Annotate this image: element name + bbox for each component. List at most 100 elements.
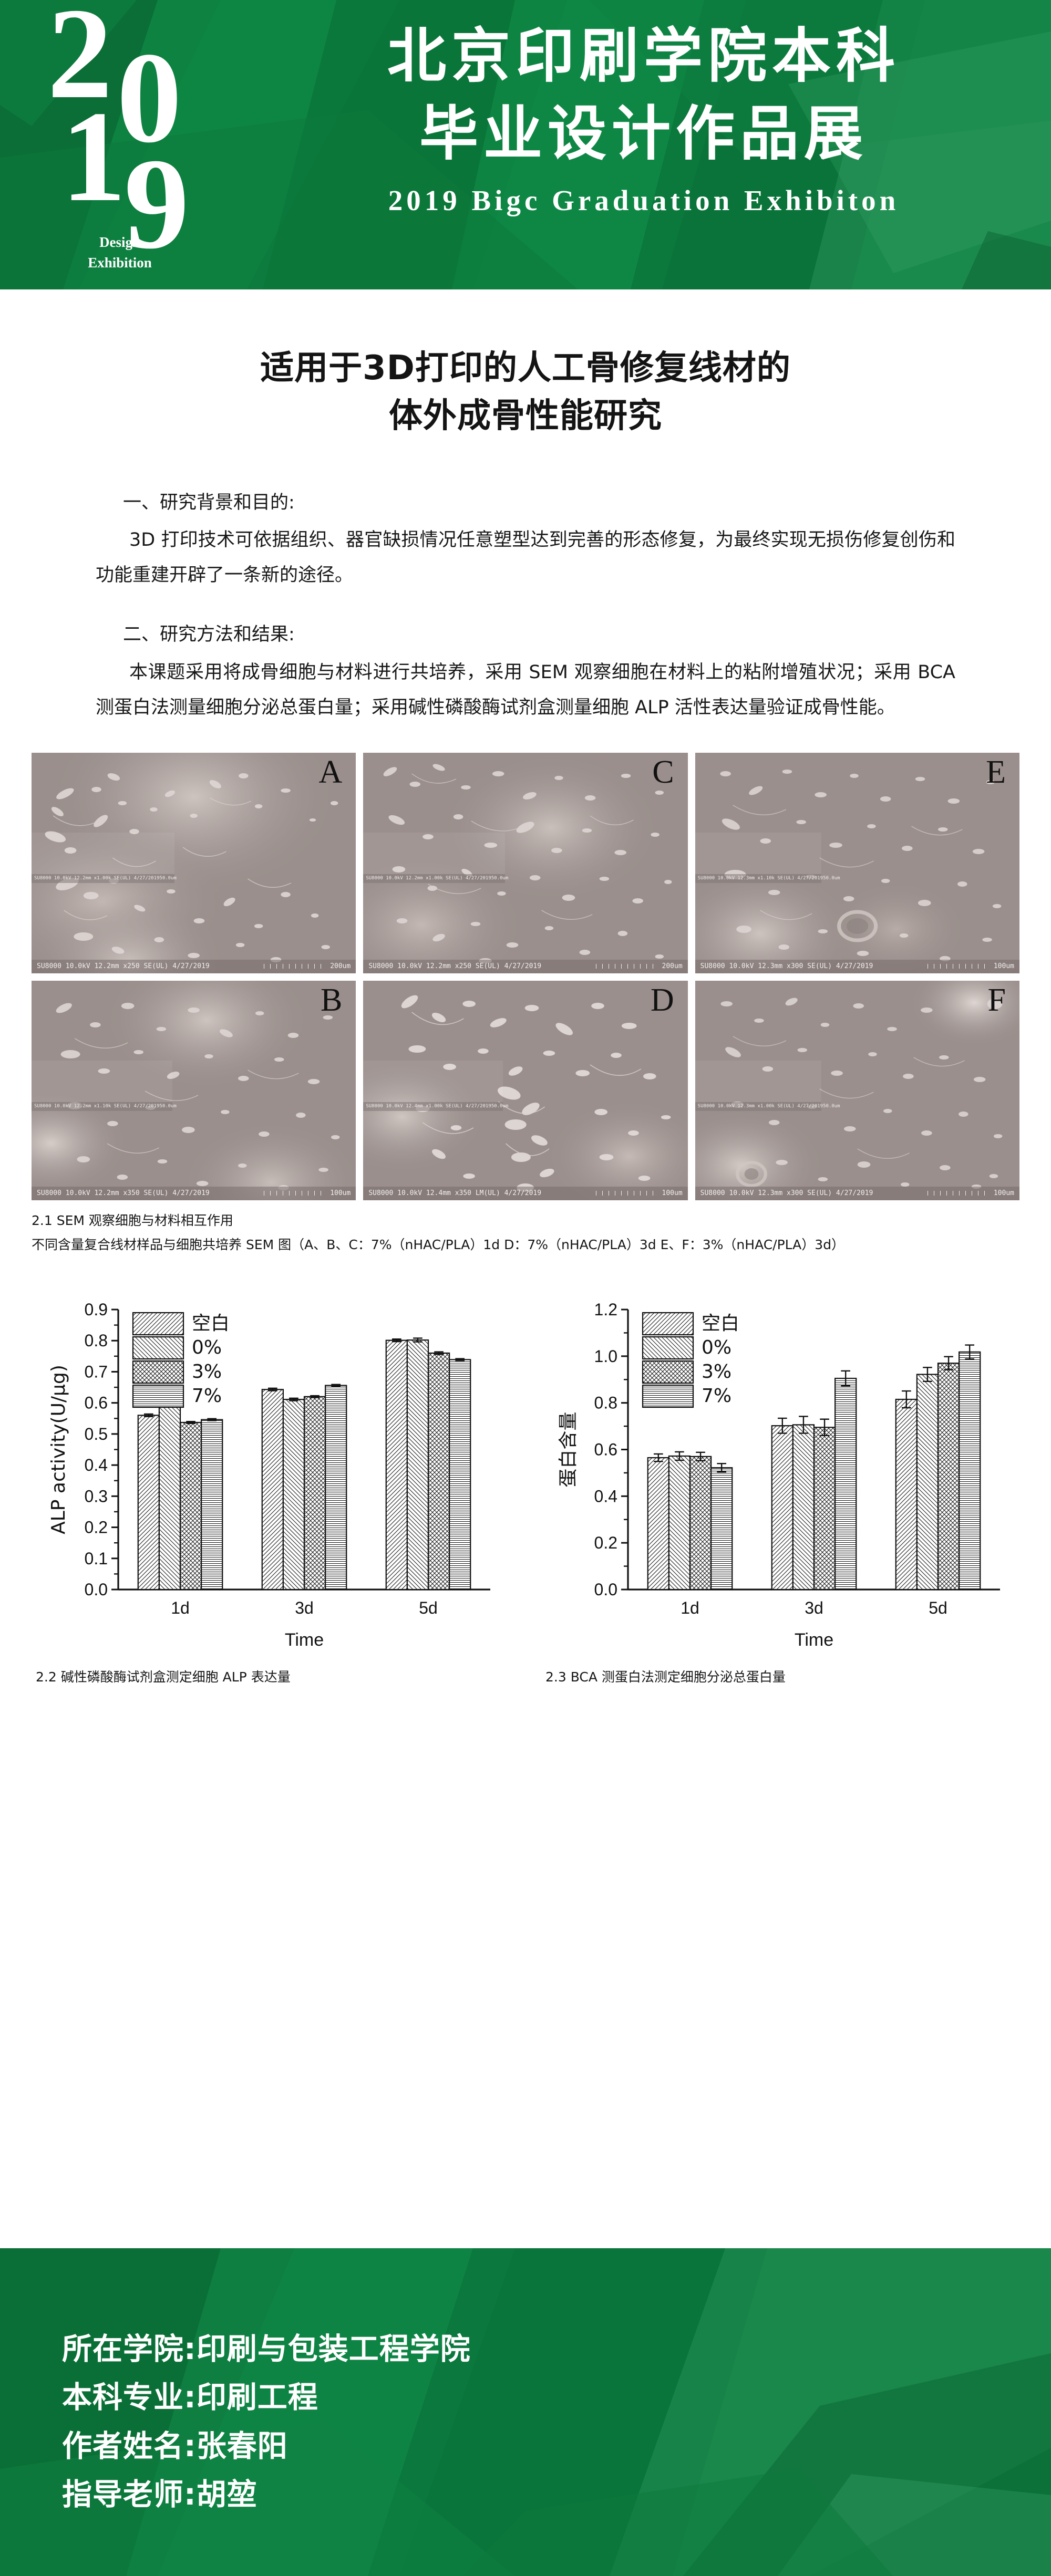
sem-ticks-b bbox=[264, 1191, 327, 1196]
poster-title-line1: 适用于3D打印的人工骨修复线材的 bbox=[260, 349, 791, 388]
sem-infobar-f: SU8000 10.0kV 12.3mm x300 SE(UL) 4/27/20… bbox=[695, 1186, 1019, 1200]
poster-title: 适用于3D打印的人工骨修复线材的 体外成骨性能研究 bbox=[105, 345, 946, 440]
sem-inset-d: SU8000 10.0kV 12.4mm x1.00k SE(UL) 4/27/… bbox=[363, 1060, 508, 1111]
chart-alp-column: 0.0 0.1 0.2 0.3 0.4 0.5 0.6 0.7 0.8 0.9 1d 3d 5d Time… bbox=[32, 1287, 510, 1686]
svg-text:空白: 空白 bbox=[702, 1313, 739, 1334]
year-digits: 2 0 1 9 bbox=[45, 0, 203, 269]
header-facet-pattern bbox=[0, 0, 1051, 289]
sem-info-right-f: 100um bbox=[993, 1189, 1014, 1198]
sem-info-right-c: 200um bbox=[662, 962, 683, 971]
svg-text:0.2: 0.2 bbox=[594, 1534, 617, 1553]
header-title-english: 2019 Bigc Graduation Exhibiton bbox=[388, 184, 900, 216]
svg-text:5d: 5d bbox=[929, 1598, 947, 1617]
svg-text:3%: 3% bbox=[192, 1361, 222, 1383]
section-1-heading: 一、研究背景和目的: bbox=[123, 492, 295, 513]
sem-ticks-d bbox=[595, 1191, 659, 1196]
svg-text:3d: 3d bbox=[805, 1598, 823, 1617]
sem-scalebar-d: 100um bbox=[595, 1189, 683, 1198]
chart-bca-column: 0.0 0.2 0.4 0.6 0.8 1.0 1.2 1d 3d 5d Time 蛋白含量 空白 0% 3… bbox=[541, 1287, 1019, 1686]
svg-text:3d: 3d bbox=[295, 1598, 314, 1617]
section-2-paragraph: 本课题采用将成骨细胞与材料进行共培养，采用 SEM 观察细胞在材料上的粘附增殖状… bbox=[96, 661, 955, 718]
sem-panel-d: SU8000 10.0kV 12.4mm x1.00k SE(UL) 4/27/… bbox=[363, 980, 688, 1200]
chart-bca-caption: 2.3 BCA 测蛋白法测定细胞分泌总蛋白量 bbox=[545, 1669, 786, 1685]
sem-inset-infobar-d: SU8000 10.0kV 12.4mm x1.00k SE(UL) 4/27/… bbox=[363, 1102, 508, 1111]
poster-footer-band: 所在学院:印刷与包装工程学院 本科专业:印刷工程 作者姓名:张春阳 指导老师:胡… bbox=[0, 2248, 1051, 2576]
svg-text:0.8: 0.8 bbox=[594, 1394, 617, 1412]
svg-text:0%: 0% bbox=[192, 1337, 222, 1358]
sem-row-bottom: SU8000 10.0kV 12.2mm x1.10k SE(UL) 4/27/… bbox=[32, 980, 1019, 1200]
exhibition-label: Exhibition bbox=[88, 255, 152, 271]
chart-bca-protein: 0.0 0.2 0.4 0.6 0.8 1.0 1.2 1d 3d 5d Time 蛋白含量 空白 0% 3… bbox=[541, 1287, 1019, 1655]
sem-inset-info-left-a: SU8000 10.0kV 12.2mm x1.00k SE(UL) 4/27/… bbox=[34, 876, 160, 881]
svg-text:0.5: 0.5 bbox=[85, 1425, 108, 1443]
sem-panel-f: SU8000 10.0kV 12.3mm x1.00k SE(UL) 4/27/… bbox=[695, 980, 1019, 1200]
sem-micrograph-c bbox=[363, 752, 688, 973]
svg-text:0.3: 0.3 bbox=[85, 1487, 108, 1506]
sem-info-right-a: 200um bbox=[330, 962, 351, 971]
charts-row: 0.0 0.1 0.2 0.3 0.4 0.5 0.6 0.7 0.8 0.9 1d 3d 5d Time… bbox=[32, 1287, 1019, 1686]
section-background: 一、研究背景和目的: 3D 打印技术可依据组织、器官缺损情况任意塑型达到完善的形… bbox=[96, 485, 955, 594]
sem-scalebar-e: 100um bbox=[927, 962, 1014, 970]
sem-scalebar-b: 100um bbox=[264, 1189, 351, 1197]
sem-inset-info-right-e: 50.0um bbox=[823, 876, 840, 881]
design-exhibition-label: Design Exhibition bbox=[57, 232, 183, 273]
sem-inset-info-left-b: SU8000 10.0kV 12.2mm x1.10k SE(UL) 4/27/… bbox=[34, 1104, 160, 1109]
sem-infobar-e: SU8000 10.0kV 12.3mm x300 SE(UL) 4/27/20… bbox=[695, 959, 1019, 973]
sem-inset-f: SU8000 10.0kV 12.3mm x1.00k SE(UL) 4/27/… bbox=[695, 1060, 840, 1111]
sem-ticks-a bbox=[264, 964, 327, 969]
design-label: Design bbox=[99, 234, 140, 250]
sem-micrograph-f bbox=[695, 980, 1019, 1200]
sem-inset-info-left-c: SU8000 10.0kV 12.2mm x1.00k SE(UL) 4/27/… bbox=[366, 876, 491, 881]
sem-inset-e: SU8000 10.0kV 12.3mm x1.10k SE(UL) 4/27/… bbox=[695, 832, 840, 883]
sem-inset-info-left-d: SU8000 10.0kV 12.4mm x1.00k SE(UL) 4/27/… bbox=[366, 1104, 491, 1109]
sem-inset-info-right-f: 50.0um bbox=[823, 1104, 840, 1109]
footer-author: 作者姓名:张春阳 bbox=[62, 2428, 288, 2464]
section-1-paragraph: 3D 打印技术可依据组织、器官缺损情况任意塑型达到完善的形态修复，为最终实现无损… bbox=[96, 529, 955, 586]
poster-content-sheet: 适用于3D打印的人工骨修复线材的 体外成骨性能研究 一、研究背景和目的: 3D … bbox=[0, 289, 1051, 2248]
sem-micrograph-a bbox=[32, 752, 356, 973]
sem-panel-e: SU8000 10.0kV 12.3mm x1.10k SE(UL) 4/27/… bbox=[695, 752, 1019, 973]
sem-info-right-d: 100um bbox=[662, 1189, 683, 1198]
header-title-group: 北京印刷学院本科 毕业设计作品展 2019 Bigc Graduation Ex… bbox=[294, 18, 993, 216]
svg-text:空白: 空白 bbox=[192, 1313, 230, 1334]
sem-info-right-b: 100um bbox=[330, 1189, 351, 1198]
sem-panel-c: SU8000 10.0kV 12.2mm x1.00k SE(UL) 4/27/… bbox=[363, 752, 688, 973]
sem-inset-info-right-c: 50.0um bbox=[491, 876, 509, 881]
sem-inset-infobar-e: SU8000 10.0kV 12.3mm x1.10k SE(UL) 4/27/… bbox=[695, 874, 840, 883]
svg-text:蛋白含量: 蛋白含量 bbox=[558, 1412, 579, 1488]
sem-ticks-c bbox=[595, 964, 659, 969]
svg-text:0.0: 0.0 bbox=[85, 1580, 108, 1599]
sem-panel-letter-b: B bbox=[320, 982, 343, 1018]
sem-scalebar-c: 200um bbox=[595, 962, 683, 971]
svg-text:0.2: 0.2 bbox=[85, 1518, 108, 1537]
sem-panel-letter-d: D bbox=[650, 982, 674, 1018]
sem-inset-infobar-c: SU8000 10.0kV 12.2mm x1.00k SE(UL) 4/27/… bbox=[363, 874, 508, 883]
sem-caption-line1: 2.1 SEM 观察细胞与材料相互作用 bbox=[32, 1212, 233, 1228]
author-info-block: 所在学院:印刷与包装工程学院 本科专业:印刷工程 作者姓名:张春阳 指导老师:胡… bbox=[62, 2325, 798, 2519]
sem-panel-letter-c: C bbox=[652, 754, 674, 790]
svg-text:1d: 1d bbox=[171, 1598, 190, 1617]
sem-infobar-a: SU8000 10.0kV 12.2mm x250 SE(UL) 4/27/20… bbox=[32, 959, 356, 973]
sem-infobar-b: SU8000 10.0kV 12.2mm x350 SE(UL) 4/27/20… bbox=[32, 1186, 356, 1200]
svg-text:0.8: 0.8 bbox=[85, 1332, 108, 1351]
svg-text:0.9: 0.9 bbox=[85, 1300, 108, 1319]
sem-scalebar-f: 100um bbox=[927, 1189, 1014, 1198]
year-digit-9: 9 bbox=[124, 131, 189, 276]
sem-micrograph-e bbox=[695, 752, 1019, 973]
chart-alp-activity: 0.0 0.1 0.2 0.3 0.4 0.5 0.6 0.7 0.8 0.9 1d 3d 5d Time… bbox=[32, 1287, 510, 1655]
poster-title-line2: 体外成骨性能研究 bbox=[389, 396, 662, 435]
footer-college: 所在学院:印刷与包装工程学院 bbox=[62, 2332, 471, 2366]
svg-text:1.0: 1.0 bbox=[594, 1347, 617, 1366]
sem-figure-caption: 2.1 SEM 观察细胞与材料相互作用 不同含量复合线材样品与细胞共培养 SEM… bbox=[32, 1209, 1019, 1258]
sem-image-grid: SU8000 10.0kV 12.2mm x1.00k SE(UL) 4/27/… bbox=[32, 752, 1019, 1200]
svg-text:ALP activity(U/μg): ALP activity(U/μg) bbox=[48, 1365, 69, 1534]
sem-panel-letter-e: E bbox=[986, 754, 1006, 790]
sem-infobar-c: SU8000 10.0kV 12.2mm x250 SE(UL) 4/27/20… bbox=[363, 959, 688, 973]
svg-text:1.2: 1.2 bbox=[594, 1300, 617, 1319]
sem-infobar-d: SU8000 10.0kV 12.4mm x350 LM(UL) 4/27/20… bbox=[363, 1186, 688, 1200]
section-methods: 二、研究方法和结果: 本课题采用将成骨细胞与材料进行共培养，采用 SEM 观察细… bbox=[96, 617, 955, 725]
poster-body-text: 一、研究背景和目的: 3D 打印技术可依据组织、器官缺损情况任意塑型达到完善的形… bbox=[96, 485, 955, 725]
sem-inset-info-left-f: SU8000 10.0kV 12.3mm x1.00k SE(UL) 4/27/… bbox=[697, 1104, 823, 1109]
svg-text:0.0: 0.0 bbox=[594, 1580, 617, 1599]
sem-scalebar-a: 200um bbox=[264, 962, 351, 970]
